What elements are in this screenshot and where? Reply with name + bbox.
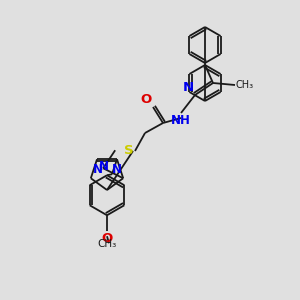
Text: O: O — [141, 93, 152, 106]
Text: O: O — [101, 232, 112, 245]
Text: N: N — [112, 163, 122, 176]
Text: N: N — [183, 81, 194, 94]
Text: CH₃: CH₃ — [98, 239, 117, 249]
Text: S: S — [124, 145, 134, 158]
Text: CH₃: CH₃ — [236, 80, 254, 90]
Text: NH: NH — [171, 114, 191, 127]
Text: N: N — [93, 163, 103, 176]
Text: N: N — [99, 160, 109, 173]
